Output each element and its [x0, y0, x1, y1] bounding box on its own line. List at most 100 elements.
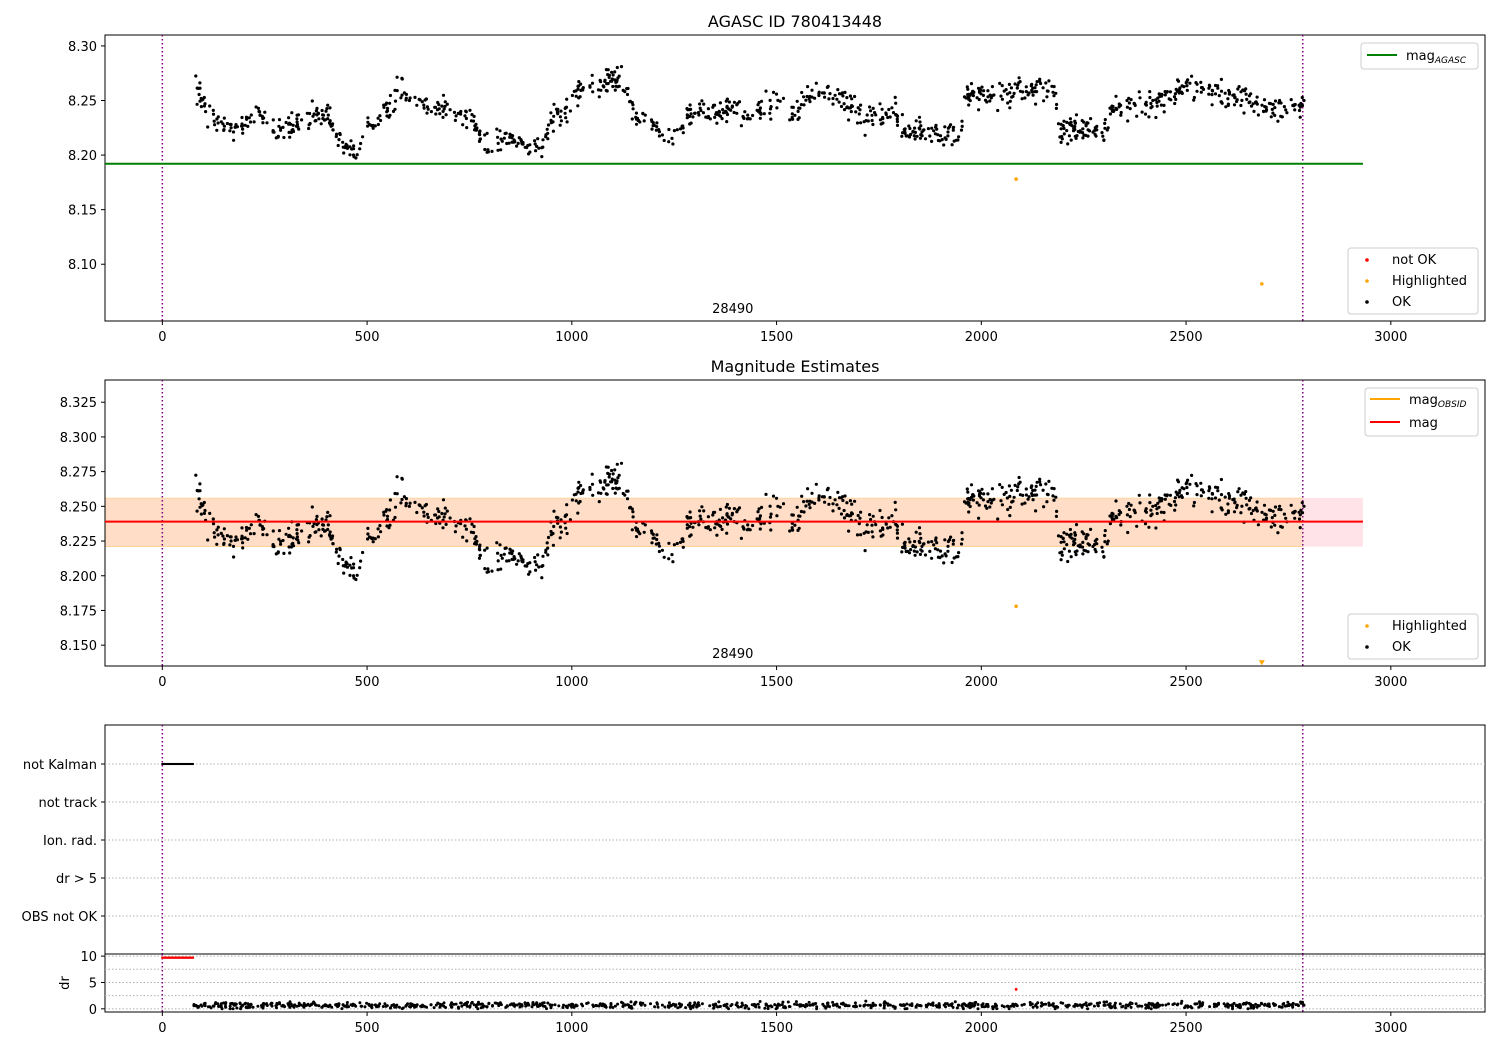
panel1-ok-point-1019 [1172, 95, 1177, 99]
dr-point-888 [878, 1003, 882, 1007]
panel1-ok-point-1086 [662, 138, 666, 143]
panel2-ok-point-1059 [808, 499, 812, 503]
panel1-ok-point-969 [725, 97, 730, 101]
panel1-ok-point-1003 [297, 127, 301, 131]
panel1-ok-point-1052 [358, 147, 362, 151]
panel2-ok-point-882 [946, 549, 950, 553]
panel2-ok-point-684 [1041, 488, 1045, 492]
panel4-xtick-label-3000: 3000 [1374, 1021, 1407, 1036]
panel2-ok-point-705 [426, 515, 430, 520]
panel2-ok-point-1025 [1299, 508, 1303, 512]
panel2-ok-point-162 [1237, 487, 1241, 491]
panel1-ok-point-707 [1045, 89, 1049, 93]
dr-point-897 [474, 1005, 478, 1009]
panel2-ok-point-1016 [790, 513, 794, 517]
panel1-ok-point-1023 [211, 112, 216, 116]
dr-point-847 [1113, 1006, 1117, 1010]
panel2-ok-point-285 [215, 528, 219, 532]
panel1-ok-point-658 [1065, 129, 1069, 133]
panel2-ok-point-597 [528, 561, 532, 565]
panel2-ok-point-630 [1008, 505, 1012, 509]
panel1-ok-point-242 [854, 110, 858, 114]
panel2-ok-point-846 [1184, 482, 1188, 486]
panel1-ok-point-823 [1015, 86, 1019, 90]
dr-point-599 [937, 1003, 941, 1007]
panel1-ok-point-45 [429, 110, 433, 114]
panel2-ok-point-207 [900, 550, 904, 554]
panel1-ok-point-454 [1302, 98, 1306, 103]
dr-point-543 [1009, 1004, 1013, 1008]
panel1-ok-point-944 [216, 121, 220, 125]
dr-point-540 [389, 1006, 392, 1010]
panel2-ok-point-303 [496, 551, 500, 555]
panel1-point-legend-box [1347, 247, 1479, 315]
dr-point-773 [712, 1005, 716, 1009]
panel1-xtick-label-500: 500 [355, 330, 380, 345]
panel1-ok-point-881 [723, 109, 728, 113]
panel2-ok-point-984 [528, 570, 532, 574]
panel2-ok-point-970 [768, 515, 773, 519]
panel2-ok-point-373 [1154, 503, 1158, 508]
panel1-ok-point-981 [607, 73, 612, 77]
dr-point-603 [1076, 1004, 1079, 1008]
panel2-ok-point-803 [1128, 515, 1132, 519]
panel2-ok-point-687 [977, 503, 981, 507]
panel2-ok-point-1087 [1180, 486, 1184, 490]
panel2-ok-point-433 [366, 537, 370, 541]
panel2-ok-point-719 [969, 495, 974, 499]
panel2-ok-point-873 [915, 550, 919, 554]
panel1-ok-point-915 [1188, 81, 1192, 85]
panel2-ok-point-1092 [327, 533, 332, 537]
panel1-ok-point-234 [739, 124, 744, 128]
panel1-ok-point-380 [1103, 118, 1107, 122]
panel2-ok-point-498 [918, 552, 923, 557]
panel2-ok-point-1020 [706, 515, 711, 519]
dr-outlier-point [1014, 987, 1018, 991]
panel2-ok-point-432 [1119, 510, 1123, 515]
panel1-ok-point-406 [700, 99, 704, 103]
panel1-ok-point-763 [1005, 92, 1010, 96]
panel1-ok-point-52 [576, 104, 580, 108]
panel2-ok-point-1015 [1138, 501, 1142, 505]
panel1-ok-point-955 [655, 121, 659, 125]
panel2-ok-point-997 [1227, 494, 1232, 498]
dr-point-546 [924, 1003, 928, 1007]
dr-point-722 [498, 1001, 502, 1005]
panel2-ok-point-871 [598, 479, 602, 483]
panel2-ok-point-903 [890, 514, 894, 518]
dr-point-505 [317, 1004, 321, 1008]
panel2-ok-point-13 [443, 512, 447, 516]
panel1-ok-point-1070 [408, 96, 412, 100]
panel2-ok-point-175 [222, 541, 226, 546]
dr-point-652 [1120, 1005, 1124, 1009]
panel1-ok-point-832 [599, 88, 603, 92]
panel2-ok-point-733 [588, 485, 592, 490]
panel1-ok-point-859 [972, 90, 976, 94]
dr-point-809 [1252, 1006, 1255, 1010]
panel1-ok-point-927 [901, 131, 905, 135]
panel2-ok-point-176 [1132, 508, 1136, 512]
panel2-ok-point-862 [850, 512, 855, 516]
panel1-ok-point-403 [657, 134, 662, 138]
panel2-ok-point-831 [291, 536, 295, 540]
dr-point-567 [434, 1003, 438, 1007]
panel2-ok-point-575 [1176, 480, 1181, 484]
panel1-ok-point-998 [688, 114, 692, 118]
panel2-ok-point-981 [607, 472, 612, 476]
panel2-ok-point-339 [757, 507, 761, 511]
dr-point-889 [1273, 1003, 1277, 1006]
panel1-ok-point-986 [1100, 131, 1104, 135]
panel2-ok-point-229 [989, 501, 993, 505]
panel1-ok-point-1010 [1217, 94, 1221, 98]
panel1-xtick-label-2000: 2000 [965, 330, 998, 345]
panel1-ok-point-1054 [459, 112, 463, 116]
panel2-ytick-label-8.325: 8.325 [60, 396, 97, 411]
panel2-ok-point-619 [1168, 493, 1172, 497]
dr-point-487 [216, 1002, 220, 1006]
panel2-ok-point-461 [1023, 501, 1027, 505]
panel2-ok-point-915 [1188, 482, 1192, 486]
dr-point-582 [609, 1003, 613, 1007]
panel2-ok-point-376 [943, 538, 947, 542]
legend-sub-obsid: OBSID [1438, 400, 1467, 410]
